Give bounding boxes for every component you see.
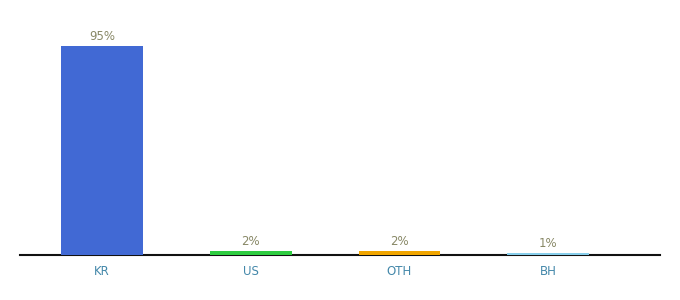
Bar [61,46,143,255]
Bar [210,250,292,255]
Text: 2%: 2% [390,235,409,248]
Text: 1%: 1% [539,237,558,250]
Bar [358,250,441,255]
Text: 2%: 2% [241,235,260,248]
Text: 95%: 95% [89,30,115,44]
Bar [507,253,589,255]
